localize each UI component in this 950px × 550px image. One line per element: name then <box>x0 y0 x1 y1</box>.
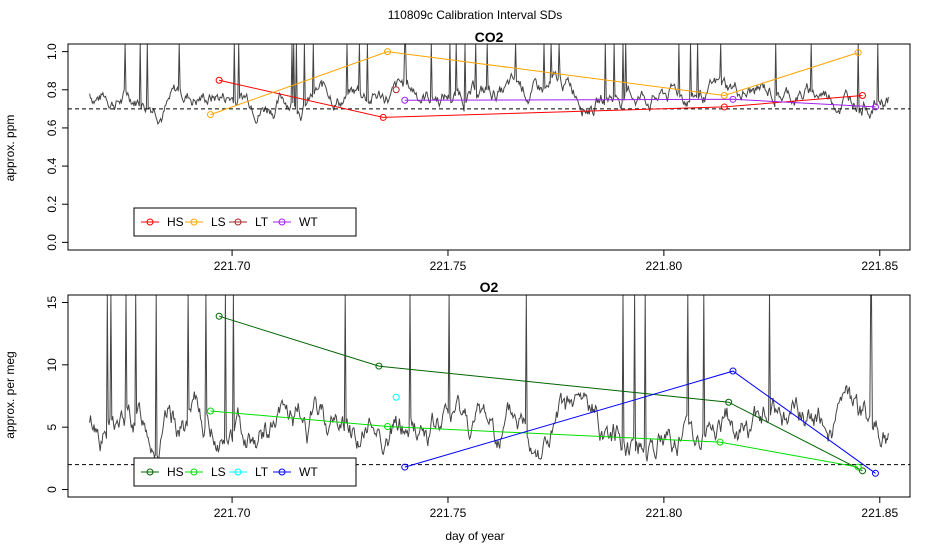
co2-legend-marker-lt <box>234 218 242 226</box>
co2-point-ls <box>720 92 728 99</box>
o2-y-tick-label: 15 <box>45 295 59 309</box>
co2-y-tick-label: 0.0 <box>45 234 59 251</box>
o2-x-tick-label: 221.85 <box>861 506 898 520</box>
co2-legend-marker-ls <box>190 218 198 226</box>
o2-x-tick-label: 221.80 <box>646 506 683 520</box>
co2-legend: HS LS LT WT <box>133 207 357 237</box>
co2-series-wt <box>401 95 879 111</box>
o2-point-ls <box>716 438 724 446</box>
o2-y-axis-label: approx. per meg <box>3 351 17 438</box>
co2-series-line-hs <box>218 79 863 118</box>
co2-x-tick-label: 221.70 <box>214 259 251 273</box>
o2-point-hs <box>375 362 383 370</box>
co2-panel: CO2 approx. ppm 221.70 221.75 221.80 221.85… <box>3 29 911 273</box>
co2-raw-trace <box>89 44 889 125</box>
co2-series-line-wt <box>404 98 876 108</box>
co2-point-hs <box>859 92 867 99</box>
o2-y-tick-label: 5 <box>45 424 59 431</box>
co2-y-tick-label: 0.4 <box>45 157 59 174</box>
o2-panel: O2 approx. per meg 221.70 221.75 221.80 221… <box>3 279 911 520</box>
co2-point-lt <box>392 86 400 94</box>
o2-series-wt <box>401 367 879 477</box>
co2-legend-marker-hs <box>146 218 154 226</box>
o2-legend-marker-hs <box>146 468 154 476</box>
o2-point-hs <box>725 398 733 406</box>
o2-point-wt <box>729 367 737 375</box>
o2-legend-label-ls: LS <box>211 465 226 479</box>
co2-point-hs <box>379 113 387 121</box>
o2-point-hs <box>859 467 867 475</box>
figure-title: 110809c Calibration Interval SDs <box>388 8 563 22</box>
co2-legend-label-lt: LT <box>255 215 269 229</box>
o2-legend-marker-wt <box>278 468 286 476</box>
co2-point-hs <box>720 103 728 111</box>
co2-legend-label-wt: WT <box>299 215 318 229</box>
co2-point-ls <box>384 48 392 56</box>
o2-legend: HS LS LT WT <box>133 457 357 487</box>
co2-point-wt <box>871 103 879 111</box>
co2-point-ls <box>206 111 214 119</box>
o2-point-wt <box>871 469 879 477</box>
o2-series-ls <box>206 407 862 471</box>
co2-legend-label-hs: HS <box>167 215 184 229</box>
co2-series-ls <box>206 48 862 119</box>
o2-series-line-wt <box>404 370 876 474</box>
co2-y-tick-label: 0.8 <box>45 81 59 98</box>
co2-y-tick-label: 0.6 <box>45 119 59 136</box>
co2-legend-marker-wt <box>278 218 286 226</box>
x-axis-label: day of year <box>445 529 504 543</box>
o2-series-hs <box>215 312 867 475</box>
o2-legend-marker-ls <box>190 468 198 476</box>
co2-legend-label-ls: LS <box>211 215 226 229</box>
o2-legend-label-lt: LT <box>255 465 269 479</box>
co2-y-tick-label: 1.0 <box>45 43 59 60</box>
o2-y-tick-label: 0 <box>45 486 59 493</box>
o2-point-ls <box>206 407 214 415</box>
o2-x-tick-label: 221.75 <box>430 506 467 520</box>
o2-raw-trace <box>89 295 889 462</box>
o2-panel-title: O2 <box>480 279 499 295</box>
co2-plot-frame <box>67 43 911 251</box>
o2-y-tick-label: 10 <box>45 358 59 372</box>
co2-plot-area: 221.70 221.75 221.80 221.85 0.0 0.2 0.4 0.6 0.8 1… <box>45 43 911 273</box>
o2-legend-label-hs: HS <box>167 465 184 479</box>
o2-legend-marker-lt <box>234 468 242 476</box>
o2-plot-frame <box>67 294 911 498</box>
co2-series-line-ls <box>210 51 859 116</box>
o2-point-lt <box>392 393 400 401</box>
o2-series-line-ls <box>210 410 859 468</box>
co2-x-tick-label: 221.80 <box>646 259 683 273</box>
co2-x-tick-label: 221.75 <box>430 259 467 273</box>
co2-point-wt <box>401 96 409 104</box>
o2-legend-label-wt: WT <box>299 465 318 479</box>
co2-panel-title: CO2 <box>475 29 504 45</box>
o2-point-wt <box>401 463 409 471</box>
co2-series-hs <box>215 76 867 121</box>
o2-series-line-hs <box>218 315 863 472</box>
co2-y-axis-label: approx. ppm <box>3 115 17 182</box>
co2-point-hs <box>215 76 223 84</box>
co2-x-tick-label: 221.85 <box>861 259 898 273</box>
co2-point-ls <box>854 49 862 57</box>
o2-series-lt <box>392 393 400 401</box>
co2-y-tick-label: 0.2 <box>45 196 59 213</box>
o2-point-hs <box>215 312 223 320</box>
o2-point-ls <box>854 463 862 471</box>
co2-point-wt <box>729 95 737 103</box>
o2-x-tick-label: 221.70 <box>214 506 251 520</box>
o2-plot-area: 221.70 221.75 221.80 221.85 0 5 10 15 HS LS LT WT <box>45 294 911 520</box>
co2-series-lt <box>392 86 400 94</box>
o2-point-ls <box>384 423 392 431</box>
